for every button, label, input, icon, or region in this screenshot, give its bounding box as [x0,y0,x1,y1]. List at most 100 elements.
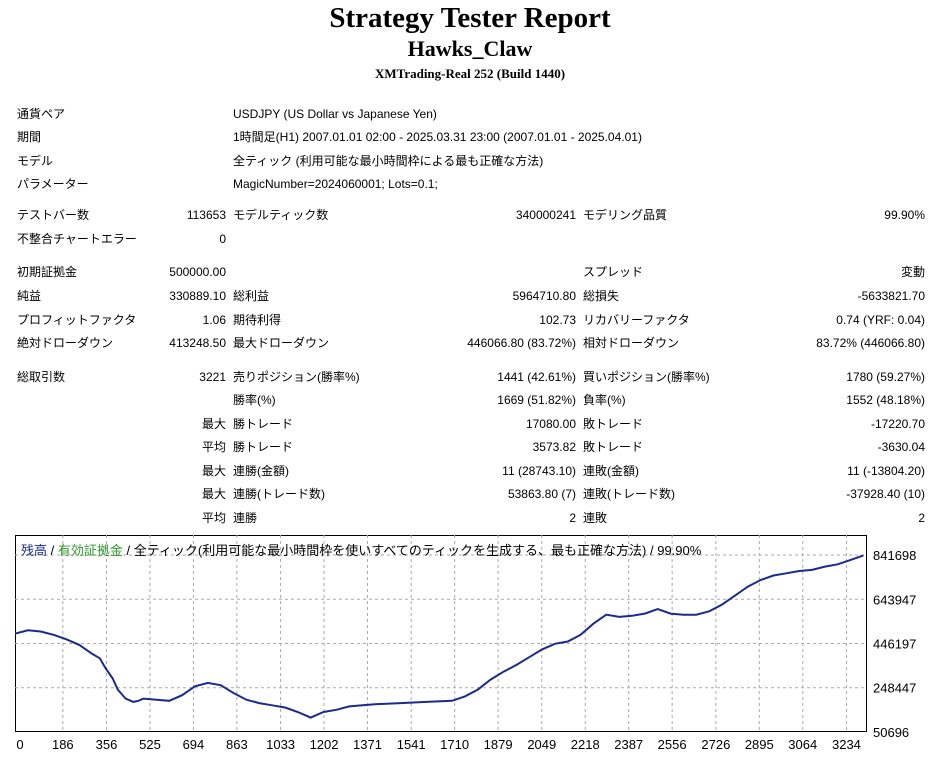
cons-loss-value: -37928.40 (10) [846,487,925,501]
spread-value: 変動 [900,265,925,279]
avg-cons-wins-label: 連勝 [233,511,258,525]
x-tick-label: 356 [96,737,118,752]
model-value: 全ティック (利用可能な最小時間枠による最も正確な方法) [233,154,544,168]
mismatch-label: 不整合チャートエラー [17,232,137,246]
avg-loss-label: 敗トレード [583,440,644,454]
x-tick-labels: 0 186 356 525 694 863 1033 1202 1371 1541 1710 1879… [16,737,861,752]
expected-payoff-label: 期待利得 [233,313,282,327]
expert-name: Hawks_Claw [407,36,533,61]
cons-wins-value: 11 (28743.10) [502,464,576,478]
loss-rate-value: 1552 (48.18%) [846,393,925,407]
params-value: MagicNumber=2024060001; Lots=0.1; [233,177,438,191]
net-profit-value: 330889.10 [169,289,226,303]
short-positions-label: 売りポジション(勝率%) [233,370,360,384]
y-tick-label: 248447 [873,681,916,696]
quality-label: モデリング品質 [583,208,668,222]
avg-word-2: 平均 [201,511,226,525]
x-tick-label: 2726 [701,737,730,752]
mismatch-value: 0 [219,232,226,246]
server-info: XMTrading-Real 252 (Build 1440) [374,66,566,81]
cons-profit-label: 連勝(トレード数) [233,487,325,501]
largest-win-value: 17080.00 [525,417,576,431]
max-word-3: 最大 [201,487,226,501]
ticks-value: 340000241 [515,208,576,222]
balance-chart: 0 186 356 525 694 863 1033 1202 1371 1541 1710 1879… [15,535,916,752]
largest-win-label: 勝トレード [233,417,294,431]
long-positions-label: 買いポジション(勝率%) [583,370,710,384]
spread-label: スプレッド [583,265,644,279]
x-tick-label: 3234 [832,737,861,752]
x-tick-label: 1541 [397,737,426,752]
win-rate-value: 1669 (51.82%) [497,393,576,407]
x-tick-label: 2895 [745,737,774,752]
legend-rest: / 全ティック(利用可能な最小時間枠を使いすべてのティックを生成する、最も正確な… [122,543,702,558]
avg-cons-losses-value: 2 [918,511,925,525]
cons-wins-label: 連勝(金額) [233,464,289,478]
cons-profit-value: 53863.80 (7) [507,487,576,501]
x-tick-label: 2218 [571,737,600,752]
recovery-value: 0.74 (YRF: 0.04) [836,313,925,327]
ticks-label: モデルティック数 [233,208,329,222]
abs-drawdown-label: 絶対ドローダウン [17,336,114,350]
x-tick-label: 1371 [353,737,382,752]
gross-profit-label: 総利益 [233,289,270,303]
x-tick-label: 694 [183,737,205,752]
bars-value: 113653 [186,208,226,222]
legend-sep: / [47,543,58,558]
x-tick-label: 1710 [440,737,469,752]
short-positions-value: 1441 (42.61%) [497,370,576,384]
gross-profit-value: 5964710.80 [512,289,576,303]
chart-legend: 残高 / 有効証拠金 / 全ティック(利用可能な最小時間枠を使いすべてのティック… [21,540,701,559]
y-tick-labels: 841698 643947 446197 248447 50696 [873,548,916,740]
bars-label: テストバー数 [17,208,90,222]
grid-lines [15,535,866,732]
x-tick-label: 3064 [788,737,817,752]
x-tick-label: 2556 [658,737,687,752]
expected-payoff-value: 102.73 [539,313,576,327]
avg-win-label: 勝トレード [233,440,294,454]
total-trades-value: 3221 [199,370,226,384]
symbol-label: 通貨ペア [17,107,66,121]
x-tick-label: 0 [16,737,23,752]
cons-losses-value: 11 (-13804.20) [847,464,925,478]
max-drawdown-value: 446066.80 (83.72%) [467,336,576,350]
balance-line [15,554,864,719]
quality-value: 99.90% [884,208,925,222]
period-label: 期間 [17,130,42,144]
y-tick-label: 446197 [873,637,916,652]
win-rate-label: 勝率(%) [233,393,276,407]
legend-equity: 有効証拠金 [57,543,123,558]
rel-drawdown-value: 83.72% (446066.80) [816,336,925,350]
cons-loss-label: 連敗(トレード数) [583,487,675,501]
cons-losses-label: 連敗(金額) [583,464,639,478]
y-tick-label: 50696 [873,725,909,740]
avg-word-1: 平均 [201,440,226,454]
x-tick-label: 863 [226,737,248,752]
deposit-value: 500000.00 [169,265,226,279]
x-tick-label: 186 [52,737,74,752]
gross-loss-value: -5633821.70 [857,289,925,303]
avg-cons-wins-value: 2 [569,511,576,525]
loss-rate-label: 負率(%) [583,393,626,407]
max-drawdown-label: 最大ドローダウン [233,336,330,350]
period-value: 1時間足(H1) 2007.01.01 02:00 - 2025.03.31 2… [233,130,642,144]
max-word-1: 最大 [201,417,226,431]
largest-loss-value: -17220.70 [870,417,925,431]
recovery-label: リカバリーファクタ [583,313,690,327]
gross-loss-label: 総損失 [583,289,620,303]
x-tick-label: 1879 [484,737,513,752]
params-label: パラメーター [17,177,89,191]
symbol-value: USDJPY (US Dollar vs Japanese Yen) [233,107,437,121]
deposit-label: 初期証拠金 [17,265,78,279]
avg-loss-value: -3630.04 [877,440,925,454]
x-tick-label: 2049 [527,737,556,752]
net-profit-label: 純益 [17,289,42,303]
profit-factor-value: 1.06 [202,313,226,327]
x-tick-label: 525 [139,737,161,752]
max-word-2: 最大 [201,464,226,478]
x-tick-label: 1033 [266,737,295,752]
profit-factor-label: プロフィットファクタ [17,313,137,327]
model-label: モデル [17,154,54,168]
x-tick-label: 2387 [614,737,643,752]
y-tick-label: 841698 [873,548,916,563]
